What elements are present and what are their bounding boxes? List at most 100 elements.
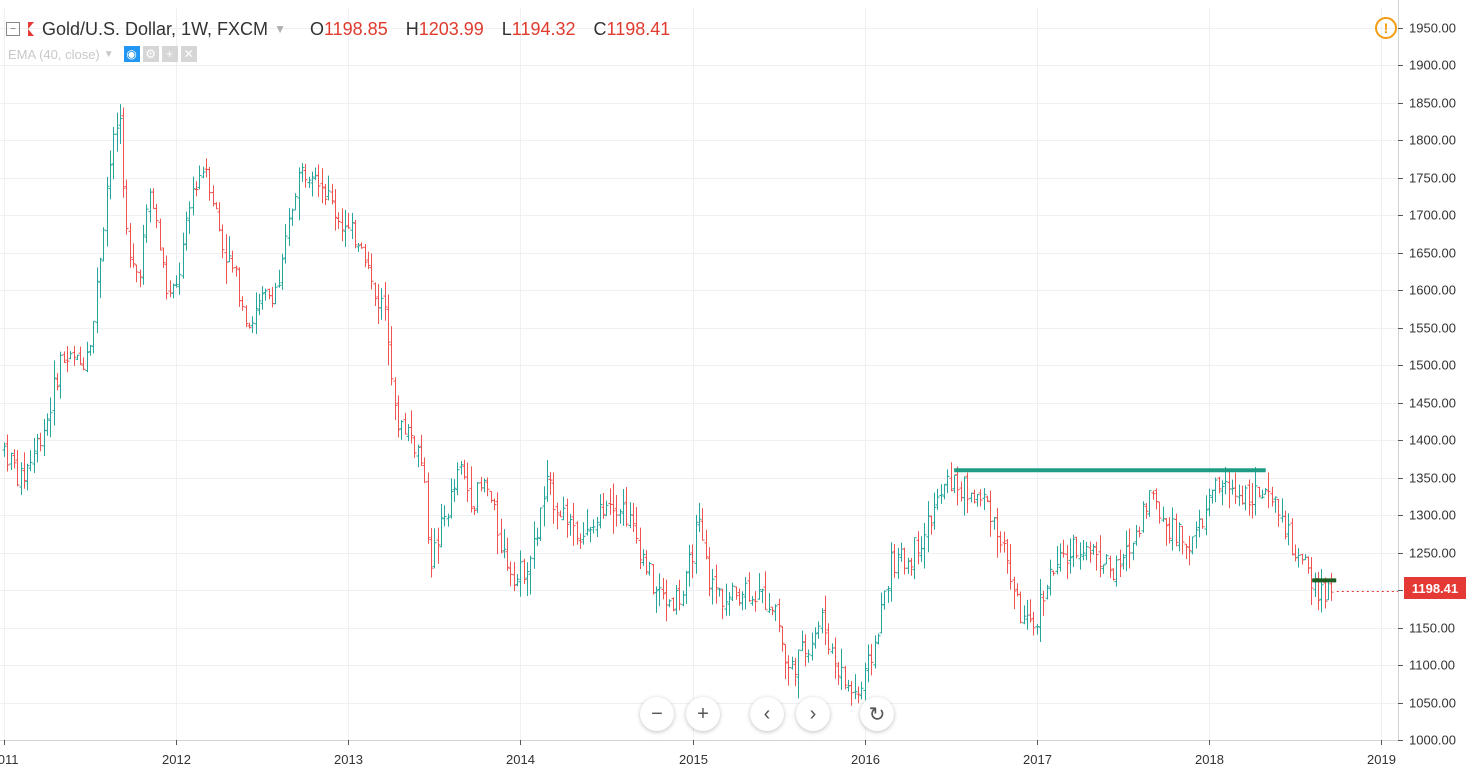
down-bar — [151, 188, 156, 209]
study-label[interactable]: EMA (40, close) — [8, 46, 100, 62]
up-bar — [939, 484, 944, 504]
up-bar — [588, 526, 593, 543]
remove-close-icon[interactable]: ✕ — [180, 46, 197, 62]
up-bar — [585, 509, 590, 536]
up-bar — [75, 354, 80, 361]
zoom-in-button[interactable]: + — [686, 697, 720, 731]
up-bar — [681, 590, 686, 607]
up-bar — [45, 413, 50, 436]
up-bar — [35, 433, 40, 463]
down-bar — [671, 597, 676, 612]
up-bar — [1147, 490, 1152, 517]
price-axis[interactable]: 1950.00 1900.00 1850.00 1800.00 1750.00 1700.… — [1398, 0, 1472, 783]
collapse-legend-icon[interactable]: − — [6, 22, 20, 36]
down-bar — [955, 466, 960, 506]
price-tick-label: 1700.00 — [1409, 208, 1456, 223]
chevron-down-icon[interactable]: ▼ — [274, 22, 286, 36]
down-bar — [1098, 535, 1103, 578]
up-bar — [1078, 542, 1083, 570]
up-bar — [1190, 536, 1195, 555]
down-bar — [972, 489, 977, 504]
down-bar — [1217, 476, 1222, 494]
down-bar — [1012, 576, 1017, 610]
time-axis[interactable]: 2011 2012 2013 2014 2015 2016 2017 2018 2019 — [0, 740, 1398, 767]
down-bar — [403, 412, 408, 435]
up-bar — [141, 224, 146, 285]
down-bar — [1323, 577, 1328, 609]
up-bar — [515, 574, 520, 587]
up-bar — [2, 442, 7, 457]
down-bar — [753, 591, 758, 612]
open-value: 1198.85 — [323, 18, 388, 39]
up-bar — [1210, 489, 1215, 504]
up-bar — [95, 267, 100, 334]
down-bar — [786, 655, 791, 686]
down-bar — [204, 158, 209, 178]
time-tick-label: 2011 — [0, 752, 18, 767]
down-bar — [138, 269, 143, 288]
study-chevron-icon[interactable]: ▼ — [103, 48, 114, 60]
add-plus-icon[interactable]: + — [161, 46, 178, 62]
symbol-title[interactable]: Gold/U.S. Dollar, 1W, FXCM — [42, 18, 269, 39]
visibility-eye-icon[interactable]: ◉ — [123, 46, 140, 62]
reset-chart-button[interactable]: ↻ — [860, 697, 894, 731]
down-bar — [359, 242, 364, 249]
down-bar — [426, 472, 431, 544]
scroll-left-button[interactable]: ‹ — [750, 697, 784, 731]
down-bar — [131, 243, 136, 268]
down-bar — [1174, 513, 1179, 547]
flag-icon[interactable] — [28, 22, 34, 36]
down-bar — [1051, 570, 1056, 576]
down-bar — [1041, 590, 1046, 616]
down-bar — [462, 459, 467, 480]
close-label: C — [593, 18, 607, 39]
price-tick-label: 1850.00 — [1409, 96, 1456, 111]
down-bar — [234, 265, 239, 277]
zoom-out-button[interactable]: − — [640, 697, 674, 731]
up-bar — [743, 577, 748, 610]
down-bar — [247, 322, 252, 329]
down-bar — [323, 184, 328, 206]
down-bar — [128, 223, 133, 268]
down-bar — [376, 283, 381, 325]
down-bar — [1018, 591, 1023, 624]
up-bar — [406, 424, 411, 442]
up-bar — [518, 550, 523, 597]
up-bar — [111, 126, 116, 180]
up-bar — [58, 351, 63, 399]
up-bar — [399, 420, 404, 440]
price-tick-label: 1450.00 — [1409, 396, 1456, 411]
up-bar — [618, 509, 623, 524]
up-bar — [201, 166, 206, 179]
up-bar — [859, 681, 864, 700]
open-label: O — [309, 18, 324, 39]
grid — [0, 8, 1398, 741]
down-bar — [499, 518, 504, 554]
up-bar — [439, 503, 444, 548]
up-bar — [532, 521, 537, 569]
up-bar — [969, 492, 974, 503]
down-bar — [624, 487, 629, 527]
time-tick-label: 2017 — [1023, 752, 1052, 767]
up-bar — [750, 596, 755, 606]
up-bar — [1286, 513, 1291, 546]
up-bar — [1326, 579, 1331, 601]
up-bar — [1081, 539, 1086, 561]
down-bar — [777, 598, 782, 633]
down-bar — [353, 219, 358, 249]
down-bar — [207, 167, 212, 201]
up-bar — [545, 459, 550, 502]
time-tick-label: 2015 — [679, 752, 708, 767]
warning-icon[interactable]: ! — [1375, 17, 1397, 39]
down-bar — [303, 163, 308, 188]
up-bar — [181, 232, 186, 279]
up-bar — [975, 494, 980, 507]
scroll-right-button[interactable]: › — [796, 697, 830, 731]
up-bar — [28, 450, 33, 472]
settings-gear-icon[interactable]: ⚙ — [142, 46, 159, 62]
up-bar — [796, 649, 801, 699]
down-bar — [565, 498, 570, 538]
up-bar — [760, 588, 765, 604]
up-bar — [101, 227, 106, 262]
